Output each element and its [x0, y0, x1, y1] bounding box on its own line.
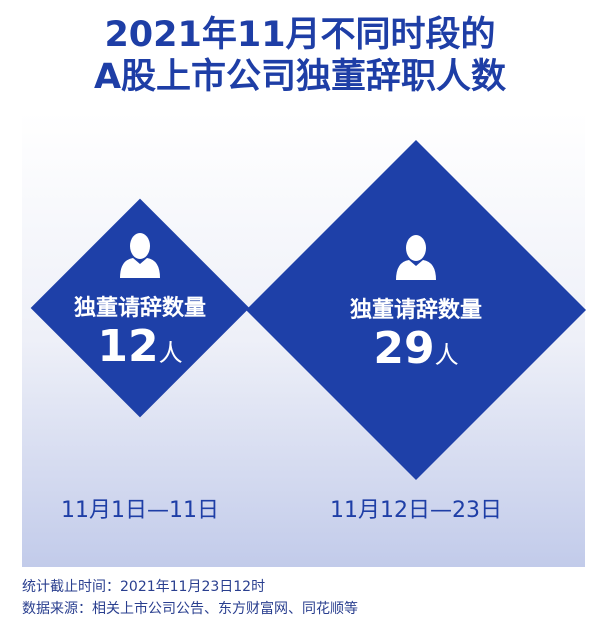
person-icon: [396, 235, 436, 280]
diamond-mark-2: [246, 140, 586, 480]
value-number: 12: [97, 321, 159, 372]
data-value: 29人: [316, 324, 516, 380]
data-value: 12人: [40, 322, 240, 378]
person-icon: [120, 233, 160, 278]
category-label: 11月12日—23日: [330, 498, 502, 523]
value-unit: 人: [434, 341, 459, 369]
title-line-1: 2021年11月不同时段的: [104, 15, 496, 55]
value-label: 独董请辞数量: [73, 296, 206, 321]
diamond-mark-1: [30, 198, 250, 418]
footer-source: 数据来源：相关上市公司公告、东方财富网、同花顺等: [22, 601, 358, 617]
value-number: 29: [373, 323, 435, 374]
footer-cutoff: 统计截止时间：2021年11月23日12时: [22, 579, 266, 595]
title-line-2: A股上市公司独董辞职人数: [93, 57, 507, 97]
category-label: 11月1日—11日: [61, 498, 219, 523]
value-label: 独董请辞数量: [349, 298, 482, 323]
value-unit: 人: [158, 339, 183, 367]
